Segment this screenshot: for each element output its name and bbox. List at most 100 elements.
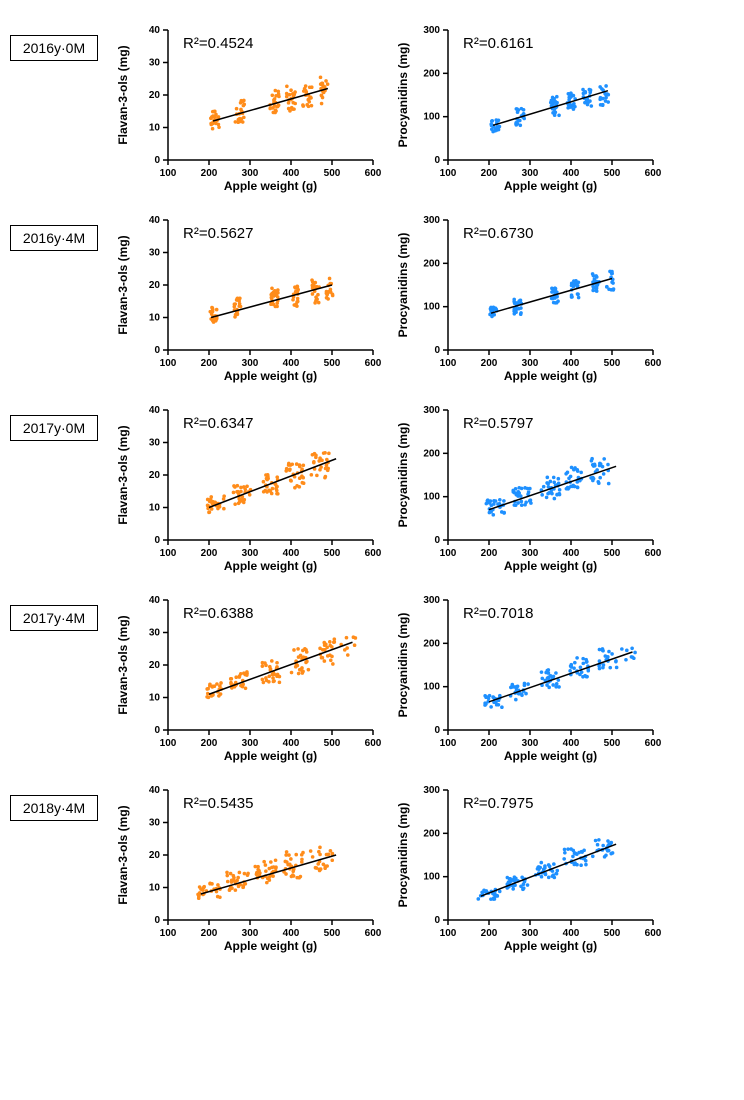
r-squared-label: R²=0.7975 (463, 795, 533, 812)
scatter-panel-4-procyan: 1002003004005006000100200300Apple weight… (393, 780, 663, 955)
y-tick-label: 20 (149, 280, 161, 291)
y-tick-label: 30 (149, 438, 161, 449)
x-tick-label: 300 (242, 738, 259, 749)
y-tick-label: 40 (149, 595, 161, 606)
y-axis-label: Procyanidins (mg) (396, 43, 410, 148)
x-tick-label: 200 (481, 738, 498, 749)
x-tick-label: 600 (365, 168, 382, 179)
x-tick-label: 600 (365, 738, 382, 749)
y-tick-label: 300 (423, 405, 440, 416)
x-tick-label: 100 (160, 548, 177, 559)
y-tick-label: 20 (149, 470, 161, 481)
y-tick-label: 0 (434, 725, 440, 736)
y-axis-label: Flavan-3-ols (mg) (116, 235, 130, 334)
x-tick-label: 500 (324, 168, 341, 179)
x-tick-label: 300 (242, 168, 259, 179)
y-tick-label: 200 (423, 448, 440, 459)
chart-row-4: 2018y·4M100200300400500600010203040Apple… (10, 780, 734, 960)
x-tick-label: 400 (283, 738, 300, 749)
x-tick-label: 400 (563, 168, 580, 179)
x-tick-label: 200 (481, 928, 498, 939)
y-tick-label: 300 (423, 215, 440, 226)
y-tick-label: 100 (423, 112, 440, 123)
x-tick-label: 500 (324, 738, 341, 749)
y-tick-label: 0 (154, 345, 160, 356)
x-tick-label: 400 (563, 548, 580, 559)
x-tick-label: 200 (481, 168, 498, 179)
row-label: 2016y·4M (10, 225, 98, 251)
y-tick-label: 0 (154, 725, 160, 736)
y-tick-label: 40 (149, 25, 161, 36)
r-squared-label: R²=0.5627 (183, 225, 253, 242)
y-tick-label: 30 (149, 58, 161, 69)
x-tick-label: 100 (160, 168, 177, 179)
x-tick-label: 300 (242, 548, 259, 559)
y-tick-label: 0 (434, 915, 440, 926)
y-axis-label: Procyanidins (mg) (396, 233, 410, 338)
x-tick-label: 200 (201, 928, 218, 939)
x-tick-label: 100 (160, 928, 177, 939)
r-squared-label: R²=0.6347 (183, 415, 253, 432)
x-tick-label: 300 (522, 928, 539, 939)
x-tick-label: 400 (283, 548, 300, 559)
x-tick-label: 600 (645, 548, 662, 559)
x-tick-label: 100 (160, 738, 177, 749)
x-tick-label: 300 (522, 358, 539, 369)
r-squared-label: R²=0.6161 (463, 35, 533, 52)
y-tick-label: 20 (149, 850, 161, 861)
y-tick-label: 30 (149, 248, 161, 259)
x-tick-label: 300 (242, 928, 259, 939)
y-axis-label: Flavan-3-ols (mg) (116, 45, 130, 144)
x-tick-label: 300 (522, 548, 539, 559)
x-axis-label: Apple weight (g) (224, 749, 317, 763)
x-tick-label: 500 (604, 358, 621, 369)
x-tick-label: 200 (481, 358, 498, 369)
y-tick-label: 10 (149, 883, 161, 894)
x-tick-label: 600 (645, 738, 662, 749)
y-axis-label: Flavan-3-ols (mg) (116, 615, 130, 714)
x-tick-label: 400 (563, 928, 580, 939)
scatter-panel-3-flavan: 100200300400500600010203040Apple weight … (113, 590, 383, 765)
x-tick-label: 400 (283, 358, 300, 369)
y-tick-label: 30 (149, 628, 161, 639)
y-tick-label: 100 (423, 872, 440, 883)
y-tick-label: 100 (423, 492, 440, 503)
x-tick-label: 200 (201, 358, 218, 369)
y-axis-label: Procyanidins (mg) (396, 803, 410, 908)
x-tick-label: 500 (604, 168, 621, 179)
x-tick-label: 200 (201, 548, 218, 559)
y-tick-label: 40 (149, 405, 161, 416)
scatter-panel-2-procyan: 1002003004005006000100200300Apple weight… (393, 400, 663, 575)
y-tick-label: 10 (149, 503, 161, 514)
x-tick-label: 500 (324, 358, 341, 369)
y-tick-label: 300 (423, 25, 440, 36)
x-tick-label: 100 (160, 358, 177, 369)
y-tick-label: 40 (149, 215, 161, 226)
y-tick-label: 200 (423, 258, 440, 269)
x-tick-label: 100 (440, 358, 457, 369)
row-label: 2016y·0M (10, 35, 98, 61)
scatter-panel-4-flavan: 100200300400500600010203040Apple weight … (113, 780, 383, 955)
x-tick-label: 200 (481, 548, 498, 559)
x-tick-label: 200 (201, 168, 218, 179)
x-axis-label: Apple weight (g) (504, 939, 597, 953)
x-axis-label: Apple weight (g) (224, 939, 317, 953)
x-axis-label: Apple weight (g) (504, 369, 597, 383)
y-axis-label: Procyanidins (mg) (396, 613, 410, 718)
x-tick-label: 400 (283, 168, 300, 179)
scatter-grid: 2016y·0M100200300400500600010203040Apple… (10, 20, 734, 960)
x-tick-label: 300 (522, 738, 539, 749)
y-tick-label: 10 (149, 123, 161, 134)
x-tick-label: 600 (645, 168, 662, 179)
x-tick-label: 500 (324, 928, 341, 939)
y-tick-label: 200 (423, 68, 440, 79)
x-axis-label: Apple weight (g) (504, 559, 597, 573)
y-tick-label: 10 (149, 313, 161, 324)
x-tick-label: 600 (645, 928, 662, 939)
y-tick-label: 300 (423, 785, 440, 796)
y-tick-label: 0 (434, 535, 440, 546)
x-axis-label: Apple weight (g) (224, 559, 317, 573)
y-axis-label: Flavan-3-ols (mg) (116, 425, 130, 524)
y-tick-label: 0 (434, 155, 440, 166)
y-tick-label: 300 (423, 595, 440, 606)
